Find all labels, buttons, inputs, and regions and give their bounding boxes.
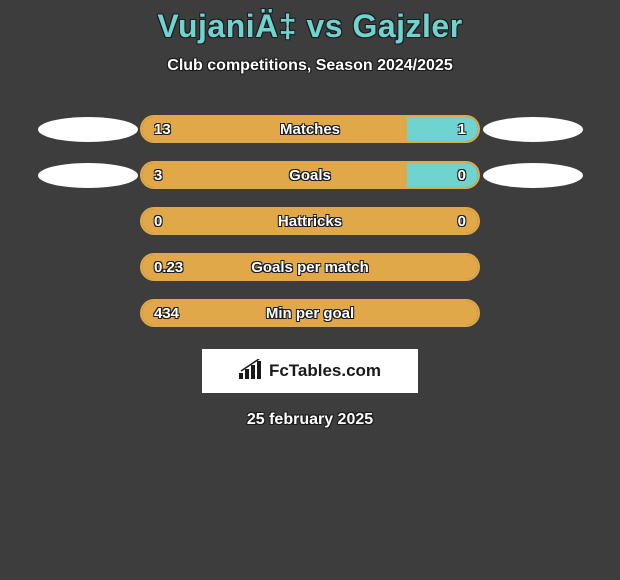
- stat-row: 434Min per goal: [0, 299, 620, 327]
- stat-row: 0.23Goals per match: [0, 253, 620, 281]
- comparison-card: VujaniÄ‡ vs Gajzler Club competitions, S…: [0, 0, 620, 429]
- player-right-ellipse-icon: [483, 163, 583, 188]
- stat-value-right: 1: [458, 121, 466, 138]
- player-left-ellipse-icon: [38, 163, 138, 188]
- brand-badge: FcTables.com: [202, 349, 418, 393]
- left-marker-slot: [35, 161, 140, 189]
- right-marker-slot: [480, 207, 585, 235]
- chart-icon: [239, 359, 263, 384]
- page-title: VujaniÄ‡ vs Gajzler: [0, 8, 620, 45]
- brand-text: FcTables.com: [269, 361, 381, 381]
- stat-bar: 13Matches1: [140, 115, 480, 143]
- stat-label: Goals per match: [142, 259, 478, 276]
- stat-row: 3Goals0: [0, 161, 620, 189]
- right-marker-slot: [480, 253, 585, 281]
- stat-value-right: 0: [458, 167, 466, 184]
- right-marker-slot: [480, 115, 585, 143]
- stat-bar: 434Min per goal: [140, 299, 480, 327]
- stat-bar: 0Hattricks0: [140, 207, 480, 235]
- stats-list: 13Matches13Goals00Hattricks00.23Goals pe…: [0, 115, 620, 327]
- stat-label: Min per goal: [142, 305, 478, 322]
- left-marker-slot: [35, 207, 140, 235]
- left-marker-slot: [35, 115, 140, 143]
- right-marker-slot: [480, 299, 585, 327]
- stat-bar: 3Goals0: [140, 161, 480, 189]
- subtitle: Club competitions, Season 2024/2025: [0, 57, 620, 75]
- stat-value-right: 0: [458, 213, 466, 230]
- stat-label: Goals: [142, 167, 478, 184]
- right-marker-slot: [480, 161, 585, 189]
- date-label: 25 february 2025: [0, 411, 620, 429]
- stat-label: Matches: [142, 121, 478, 138]
- stat-label: Hattricks: [142, 213, 478, 230]
- stat-row: 0Hattricks0: [0, 207, 620, 235]
- player-right-ellipse-icon: [483, 117, 583, 142]
- stat-row: 13Matches1: [0, 115, 620, 143]
- stat-bar: 0.23Goals per match: [140, 253, 480, 281]
- left-marker-slot: [35, 253, 140, 281]
- player-left-ellipse-icon: [38, 117, 138, 142]
- left-marker-slot: [35, 299, 140, 327]
